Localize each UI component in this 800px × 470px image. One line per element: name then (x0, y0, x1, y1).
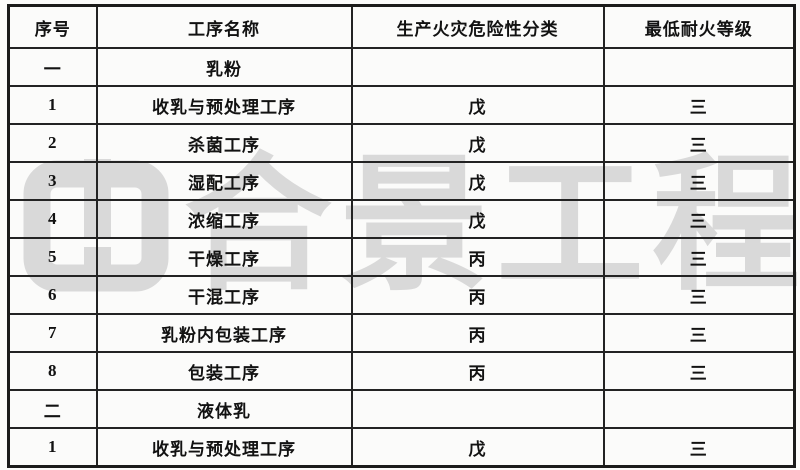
cell-min-fire-rating (602, 389, 796, 429)
header-serial-number: 序号 (7, 4, 98, 49)
cell-serial-number: 1 (7, 85, 98, 125)
cell-fire-hazard-class (350, 389, 605, 429)
cell-serial-number: 7 (7, 313, 98, 353)
cell-process-name: 乳粉内包装工序 (95, 313, 353, 353)
table-row: 6 干混工序 丙 三 (7, 275, 796, 315)
cell-serial-number: 1 (7, 427, 98, 468)
cell-min-fire-rating: 三 (602, 313, 796, 353)
cell-process-name: 收乳与预处理工序 (95, 85, 353, 125)
cell-serial-number: 3 (7, 161, 98, 201)
cell-min-fire-rating (602, 47, 796, 87)
table-row: 1 收乳与预处理工序 戊 三 (7, 427, 796, 468)
cell-min-fire-rating: 三 (602, 199, 796, 239)
cell-process-name: 收乳与预处理工序 (95, 427, 353, 468)
cell-process-name: 包装工序 (95, 351, 353, 391)
cell-process-name: 干燥工序 (95, 237, 353, 277)
table-row: 3 湿配工序 戊 三 (7, 161, 796, 201)
cell-min-fire-rating: 三 (602, 161, 796, 201)
cell-process-name: 乳粉 (95, 47, 353, 87)
cell-min-fire-rating: 三 (602, 351, 796, 391)
header-process-name: 工序名称 (95, 4, 353, 49)
header-min-fire-rating: 最低耐火等级 (602, 4, 796, 49)
table-body: 一 乳粉 1 收乳与预处理工序 戊 三 2 杀菌工序 戊 三 3 湿配工序 戊 … (7, 47, 796, 468)
table-header: 序号 工序名称 生产火灾危险性分类 最低耐火等级 (7, 4, 796, 49)
cell-fire-hazard-class: 戊 (350, 123, 605, 163)
cell-fire-hazard-class: 戊 (350, 427, 605, 468)
table-row: 2 杀菌工序 戊 三 (7, 123, 796, 163)
table-row: 二 液体乳 (7, 389, 796, 429)
cell-fire-hazard-class: 丙 (350, 313, 605, 353)
table-row: 5 干燥工序 丙 三 (7, 237, 796, 277)
table-row: 7 乳粉内包装工序 丙 三 (7, 313, 796, 353)
cell-process-name: 浓缩工序 (95, 199, 353, 239)
cell-serial-number: 8 (7, 351, 98, 391)
cell-serial-number: 4 (7, 199, 98, 239)
cell-fire-hazard-class: 丙 (350, 351, 605, 391)
cell-process-name: 杀菌工序 (95, 123, 353, 163)
cell-min-fire-rating: 三 (602, 123, 796, 163)
cell-serial-number: 5 (7, 237, 98, 277)
cell-min-fire-rating: 三 (602, 85, 796, 125)
cell-min-fire-rating: 三 (602, 237, 796, 277)
cell-fire-hazard-class (350, 47, 605, 87)
cell-serial-number: 6 (7, 275, 98, 315)
process-fire-hazard-table: 序号 工序名称 生产火灾危险性分类 最低耐火等级 一 乳粉 1 收乳与预处理工序… (7, 4, 796, 468)
cell-process-name: 液体乳 (95, 389, 353, 429)
cell-serial-number: 一 (7, 47, 98, 87)
cell-fire-hazard-class: 丙 (350, 237, 605, 277)
cell-min-fire-rating: 三 (602, 427, 796, 468)
header-row: 序号 工序名称 生产火灾危险性分类 最低耐火等级 (7, 4, 796, 49)
cell-fire-hazard-class: 戊 (350, 199, 605, 239)
table-row: 8 包装工序 丙 三 (7, 351, 796, 391)
cell-min-fire-rating: 三 (602, 275, 796, 315)
cell-serial-number: 2 (7, 123, 98, 163)
cell-fire-hazard-class: 戊 (350, 161, 605, 201)
cell-serial-number: 二 (7, 389, 98, 429)
table-row: 一 乳粉 (7, 47, 796, 87)
header-fire-hazard-class: 生产火灾危险性分类 (350, 4, 605, 49)
table-row: 1 收乳与预处理工序 戊 三 (7, 85, 796, 125)
cell-process-name: 干混工序 (95, 275, 353, 315)
table-row: 4 浓缩工序 戊 三 (7, 199, 796, 239)
cell-process-name: 湿配工序 (95, 161, 353, 201)
cell-fire-hazard-class: 丙 (350, 275, 605, 315)
cell-fire-hazard-class: 戊 (350, 85, 605, 125)
